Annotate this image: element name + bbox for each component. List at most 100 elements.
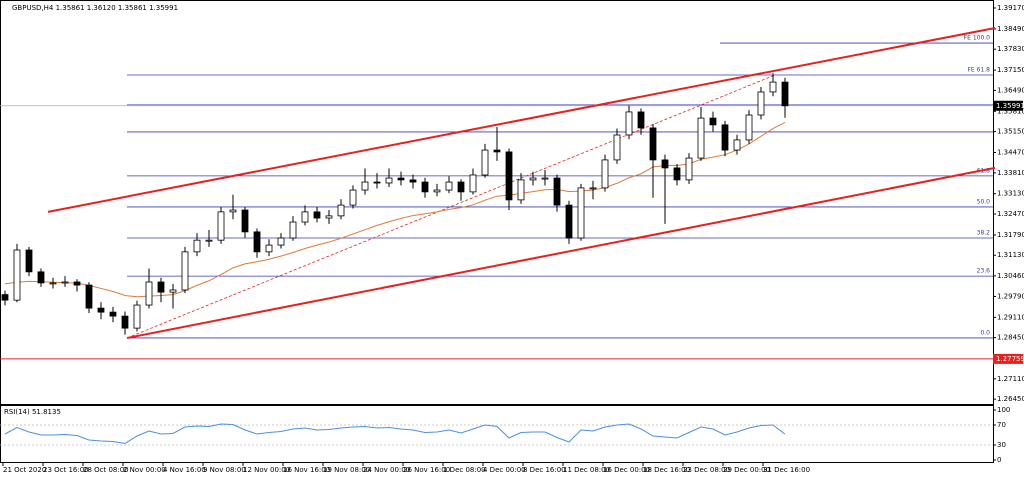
candle-body xyxy=(37,271,45,284)
x-tick-label: 1 Dec 08:00 xyxy=(443,466,486,474)
alert-label: 1.27759 xyxy=(996,355,1024,363)
chart-title: GBPUSD,H4 1.35861 1.36120 1.35861 1.3599… xyxy=(12,4,178,12)
candle-body xyxy=(577,187,585,239)
candle-body xyxy=(145,281,153,306)
x-tick-label: 12 Nov 00:00 xyxy=(243,466,290,474)
candle-body xyxy=(505,151,513,201)
x-tick-label: 16 Nov 16:00 xyxy=(283,466,330,474)
x-tick-label: 4 Dec 00:00 xyxy=(483,466,526,474)
candle-body xyxy=(289,221,297,239)
candle-body xyxy=(397,177,405,181)
candle-body xyxy=(265,244,273,253)
candle-body xyxy=(757,91,765,116)
candle-body xyxy=(517,179,525,201)
candle-body xyxy=(481,149,489,176)
candle-body xyxy=(13,249,21,301)
fib-label: FE 100.0 xyxy=(964,35,991,42)
candle-body xyxy=(661,159,669,169)
candle-body xyxy=(97,307,105,313)
candle-body xyxy=(781,81,789,107)
x-tick-label: 28 Oct 08:00 xyxy=(83,466,129,474)
x-tick-label: 31 Dec 16:00 xyxy=(763,466,810,474)
candle-body xyxy=(313,211,321,219)
x-tick-label: 4 Nov 16:00 xyxy=(163,466,206,474)
x-tick-label: 11 Dec 08:00 xyxy=(563,466,610,474)
candle-body xyxy=(337,204,345,217)
rsi-title: RSI(14) 51.8135 xyxy=(4,408,61,416)
main-panel xyxy=(0,0,994,405)
rsi-line xyxy=(4,423,786,445)
y-tick-label: 1.31790 xyxy=(997,231,1024,239)
x-tick-label: 21 Oct 2020 xyxy=(3,466,46,474)
rsi-tick-label: 70 xyxy=(997,421,1006,429)
candle-body xyxy=(625,111,633,136)
x-tick-label: 2 Nov 00:00 xyxy=(123,466,166,474)
y-tick-label: 1.39170 xyxy=(997,4,1024,12)
candle-body xyxy=(181,251,189,291)
candle-body xyxy=(553,177,561,206)
trendline xyxy=(126,166,996,339)
y-tick-label: 1.27110 xyxy=(997,375,1024,383)
x-tick-label: 23 Oct 16:00 xyxy=(43,466,89,474)
fib-label: 23.6 xyxy=(977,268,991,275)
candle-body xyxy=(433,189,441,193)
trendline xyxy=(47,27,996,213)
candle-body xyxy=(373,181,381,184)
y-tick-label: 1.33810 xyxy=(997,169,1024,177)
price-label-bg xyxy=(993,100,1023,111)
x-tick-label: 23 Dec 08:00 xyxy=(683,466,730,474)
candle-body xyxy=(301,211,309,223)
y-tick-label: 1.31130 xyxy=(997,251,1024,259)
y-tick-label: 1.34470 xyxy=(997,149,1024,157)
candle-body xyxy=(157,281,165,293)
candle-body xyxy=(649,127,657,161)
x-tick-label: 24 Nov 00:00 xyxy=(363,466,410,474)
y-tick-label: 1.30460 xyxy=(997,272,1024,280)
candle-body xyxy=(733,139,741,151)
candle-body xyxy=(421,181,429,193)
alert-label-bg xyxy=(993,353,1023,364)
candle-body xyxy=(721,124,729,151)
candle-body xyxy=(673,167,681,181)
candle-body xyxy=(637,111,645,129)
candle-body xyxy=(61,281,69,284)
x-tick-label: 18 Dec 16:00 xyxy=(643,466,690,474)
candle-body xyxy=(697,117,705,159)
fib-label: 38.2 xyxy=(977,230,991,237)
y-tick-label: 1.38490 xyxy=(997,25,1024,33)
candle-body xyxy=(613,134,621,161)
rsi-tick-label: 100 xyxy=(997,406,1010,414)
candle-body xyxy=(685,157,693,181)
y-tick-label: 1.35810 xyxy=(997,107,1024,115)
x-tick-label: 9 Nov 08:00 xyxy=(203,466,246,474)
x-tick-label: 26 Nov 16:00 xyxy=(403,466,450,474)
candle-body xyxy=(361,181,369,191)
candle-body xyxy=(169,289,177,293)
candle-body xyxy=(49,282,57,285)
candle-body xyxy=(457,181,465,193)
moving-average xyxy=(4,121,786,298)
candle-body xyxy=(445,181,453,191)
candle-body xyxy=(109,311,117,317)
fib-label: 0.0 xyxy=(980,329,990,336)
candle-body xyxy=(217,211,225,241)
candle-body xyxy=(493,149,501,153)
candle-body xyxy=(325,215,333,219)
y-tick-label: 1.28450 xyxy=(997,334,1024,342)
y-tick-label: 1.37150 xyxy=(997,66,1024,74)
candle-body xyxy=(241,209,249,233)
candle-body xyxy=(385,177,393,184)
x-tick-label: 19 Nov 08:00 xyxy=(323,466,370,474)
y-tick-label: 1.37830 xyxy=(997,45,1024,53)
candle-body xyxy=(73,281,81,286)
candle-body xyxy=(1,294,9,301)
candle-body xyxy=(193,239,201,253)
candle-body xyxy=(409,179,417,183)
candle-body xyxy=(349,189,357,206)
y-tick-label: 1.29110 xyxy=(997,313,1024,321)
candle-body xyxy=(589,187,597,190)
candle-body xyxy=(205,239,213,242)
candle-body xyxy=(121,315,129,329)
candle-body xyxy=(709,117,717,126)
